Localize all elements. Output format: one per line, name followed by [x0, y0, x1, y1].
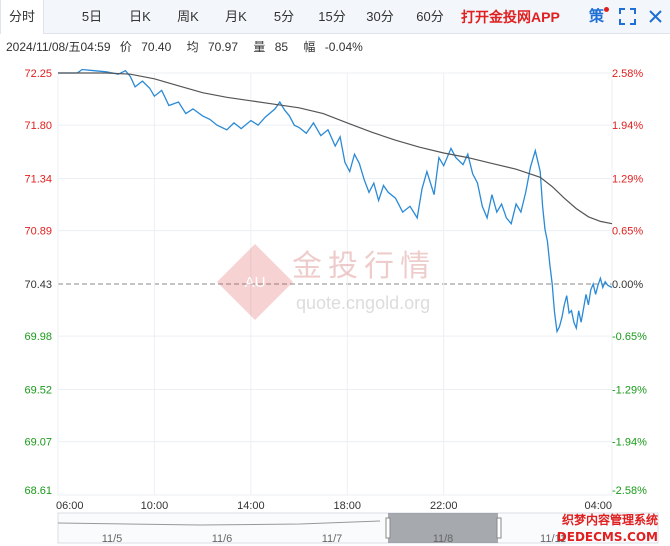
- open-app-link[interactable]: 打开金投网APP: [461, 9, 560, 25]
- y-tick-pct: -2.58%: [612, 485, 647, 497]
- x-tick-label: 22:00: [430, 500, 458, 512]
- tab-30min[interactable]: 30分: [366, 9, 394, 24]
- tab-5day[interactable]: 5日: [81, 9, 103, 24]
- y-tick-pct: 2.58%: [612, 68, 643, 80]
- volume-value: 85: [274, 40, 289, 54]
- x-tick-label: 04:00: [584, 500, 612, 512]
- price-label: 价: [119, 40, 132, 54]
- navigator-selection: [388, 513, 498, 543]
- navigator-handle-left: [385, 517, 391, 539]
- navigator-handle-right: [496, 517, 502, 539]
- quote-datetime: 2024/11/08/五04:59: [6, 40, 111, 54]
- tab-daily-k[interactable]: 日K: [129, 9, 151, 24]
- y-tick-price: 72.25: [24, 68, 52, 80]
- y-tick-price: 71.80: [24, 120, 52, 132]
- x-tick-label: 18:00: [334, 500, 362, 512]
- amplitude-label: 幅: [303, 40, 316, 54]
- average-line: [58, 72, 613, 225]
- strategy-button[interactable]: 策: [589, 8, 605, 25]
- y-tick-pct: 0.00%: [612, 279, 643, 291]
- y-tick-pct: -1.94%: [612, 437, 647, 449]
- y-tick-price: 71.34: [24, 174, 52, 186]
- price-line: [58, 68, 613, 334]
- time-navigator[interactable]: 11/5 11/6 11/7 11/8 11/11 织梦内容管理系统 DEDECMS.COM: [57, 512, 659, 545]
- y-tick-pct: 0.65%: [612, 226, 643, 238]
- y-tick-pct: -0.65%: [612, 331, 647, 343]
- watermark-name: 金投行情: [292, 249, 436, 284]
- y-tick-price: 69.98: [24, 331, 52, 343]
- navigator-date-label: 11/7: [322, 533, 343, 545]
- y-tick-price: 69.07: [24, 437, 52, 449]
- tab-weekly-k[interactable]: 周K: [177, 9, 199, 24]
- y-axis-labels: 72.25 2.58% 71.80 1.94% 71.34 1.29% 70.89 0.65%…: [24, 68, 647, 497]
- navigator-date-label: 11/8: [433, 533, 454, 545]
- amplitude-value: -0.04%: [324, 40, 363, 54]
- intraday-chart: AU 金投行情 quote.cngold.org 72.25 2.58% 71.80…: [24, 68, 659, 545]
- watermark: AU 金投行情 quote.cngold.org: [217, 244, 436, 320]
- tab-15min[interactable]: 15分: [318, 9, 346, 24]
- navigator-frame: [57, 512, 659, 544]
- quote-info-bar: 2024/11/08/五04:59 价 70.40 均 70.97 量 85 幅…: [6, 38, 375, 55]
- volume-label: 量: [253, 40, 266, 54]
- y-tick-price: 70.89: [24, 226, 52, 238]
- x-tick-label: 14:00: [237, 500, 265, 512]
- avg-value: 70.97: [207, 40, 239, 54]
- notification-dot: [604, 7, 609, 12]
- tab-monthly-k[interactable]: 月K: [225, 9, 247, 24]
- watermark-badge: AU: [245, 274, 266, 291]
- x-axis-labels: 06:00 10:00 14:00 18:00 22:00 04:00: [56, 500, 612, 512]
- collapse-icon[interactable]: [647, 8, 664, 25]
- tab-60min[interactable]: 60分: [416, 9, 444, 24]
- period-tabbar: 分时 5日 日K 周K 月K 5分 15分 30分 60分 打开金投网APP 策: [0, 0, 670, 34]
- footer-site: DEDECMS.COM: [557, 530, 658, 544]
- navigator-history-line: [57, 520, 381, 526]
- navigator-date-label: 11/5: [102, 533, 123, 545]
- x-tick-label: 10:00: [141, 500, 169, 512]
- y-tick-price: 70.43: [24, 279, 52, 291]
- y-tick-pct: 1.29%: [612, 174, 643, 186]
- watermark-url: quote.cngold.org: [296, 293, 430, 313]
- tab-intraday[interactable]: 分时: [0, 0, 44, 34]
- price-value: 70.40: [141, 40, 172, 54]
- chart-lines: [58, 68, 613, 334]
- y-tick-pct: 1.94%: [612, 120, 643, 132]
- x-tick-label: 06:00: [56, 500, 84, 512]
- tab-5min[interactable]: 5分: [273, 9, 295, 24]
- navigator-date-label: 11/6: [212, 533, 233, 545]
- fullscreen-icon[interactable]: [619, 8, 636, 25]
- footer-watermark: 织梦内容管理系统: [562, 512, 658, 527]
- avg-label: 均: [186, 40, 199, 54]
- y-tick-price: 69.52: [24, 385, 52, 397]
- chart-grid: [57, 72, 613, 496]
- y-tick-pct: -1.29%: [612, 385, 647, 397]
- y-tick-price: 68.61: [24, 485, 52, 497]
- navigator-date-label: 11/11: [540, 533, 566, 545]
